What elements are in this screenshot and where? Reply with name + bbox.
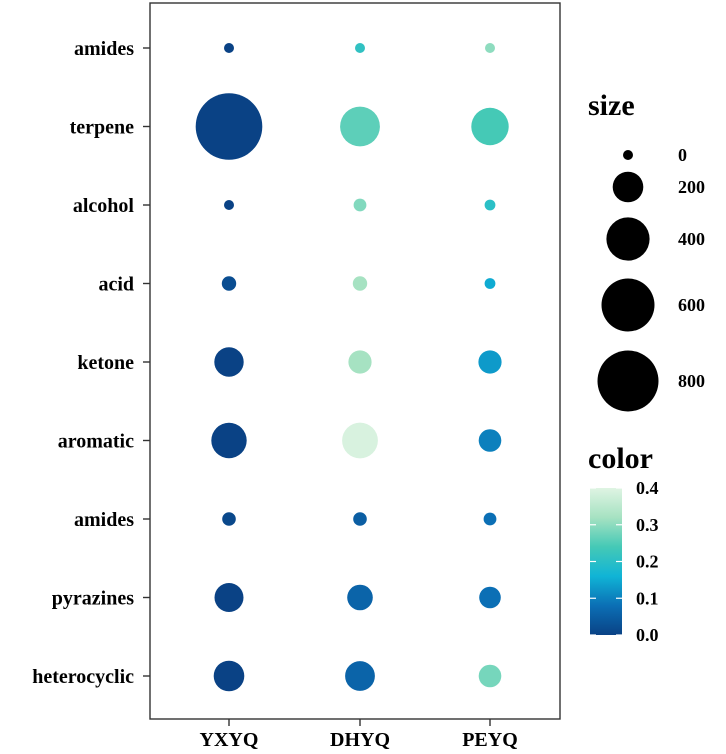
size-legend-label: 200 [678, 177, 705, 197]
size-legend-key [612, 171, 644, 203]
data-point [348, 350, 372, 374]
y-tick-label: heterocyclic [32, 666, 134, 688]
data-point [211, 422, 247, 459]
data-point [479, 586, 501, 609]
color-legend-title: color [588, 442, 653, 475]
y-tick-label: pyrazines [52, 588, 134, 610]
data-point [347, 584, 373, 611]
data-point [478, 350, 502, 374]
data-point [484, 199, 496, 211]
color-legend-label: 0.1 [636, 588, 659, 608]
data-point [483, 512, 497, 526]
x-tick-label: DHYQ [330, 729, 390, 751]
size-legend-label: 400 [678, 229, 705, 249]
color-legend-label: 0.2 [636, 552, 659, 572]
data-point [353, 512, 367, 526]
data-point [213, 660, 245, 692]
size-legend-label: 800 [678, 371, 705, 391]
data-point [224, 43, 234, 53]
data-point [345, 661, 375, 691]
y-tick-label: alcohol [73, 195, 135, 217]
y-tick-label: acid [98, 274, 134, 296]
y-tick-label: terpene [70, 117, 135, 139]
size-legend: size 0 200 400 600 800 [588, 89, 705, 412]
color-legend-label: 0.3 [636, 515, 659, 535]
size-legend-key [601, 278, 655, 332]
data-point [340, 106, 380, 147]
size-legend-label: 600 [678, 295, 705, 315]
y-tick-label: aromatic [58, 431, 134, 453]
size-legend-key [606, 217, 650, 261]
size-legend-title: size [588, 89, 635, 122]
data-point [353, 198, 367, 212]
data-point [214, 583, 244, 612]
y-tick-label: ketone [77, 352, 134, 374]
x-tick-label: YXYQ [200, 729, 259, 751]
data-point [352, 276, 368, 291]
data-point [214, 347, 244, 377]
data-point [222, 512, 236, 526]
data-point [484, 278, 496, 289]
size-legend-key [623, 150, 633, 160]
data-point [471, 107, 509, 146]
color-legend: color 0.0 0.1 0.2 0.3 0.4 [588, 442, 659, 645]
data-point [195, 93, 263, 160]
y-tick-label: amides [74, 38, 134, 60]
y-tick-label: amides [74, 509, 134, 531]
data-point [342, 422, 378, 459]
data-point [355, 43, 365, 53]
data-point [224, 200, 234, 210]
data-point [478, 664, 502, 688]
size-legend-key [597, 350, 659, 412]
color-legend-label: 0.0 [636, 625, 659, 645]
data-point [485, 43, 495, 53]
data-point [478, 429, 502, 452]
size-legend-label: 0 [678, 145, 687, 165]
data-point [221, 276, 237, 291]
x-tick-label: PEYQ [462, 729, 518, 751]
color-legend-label: 0.4 [636, 478, 659, 498]
